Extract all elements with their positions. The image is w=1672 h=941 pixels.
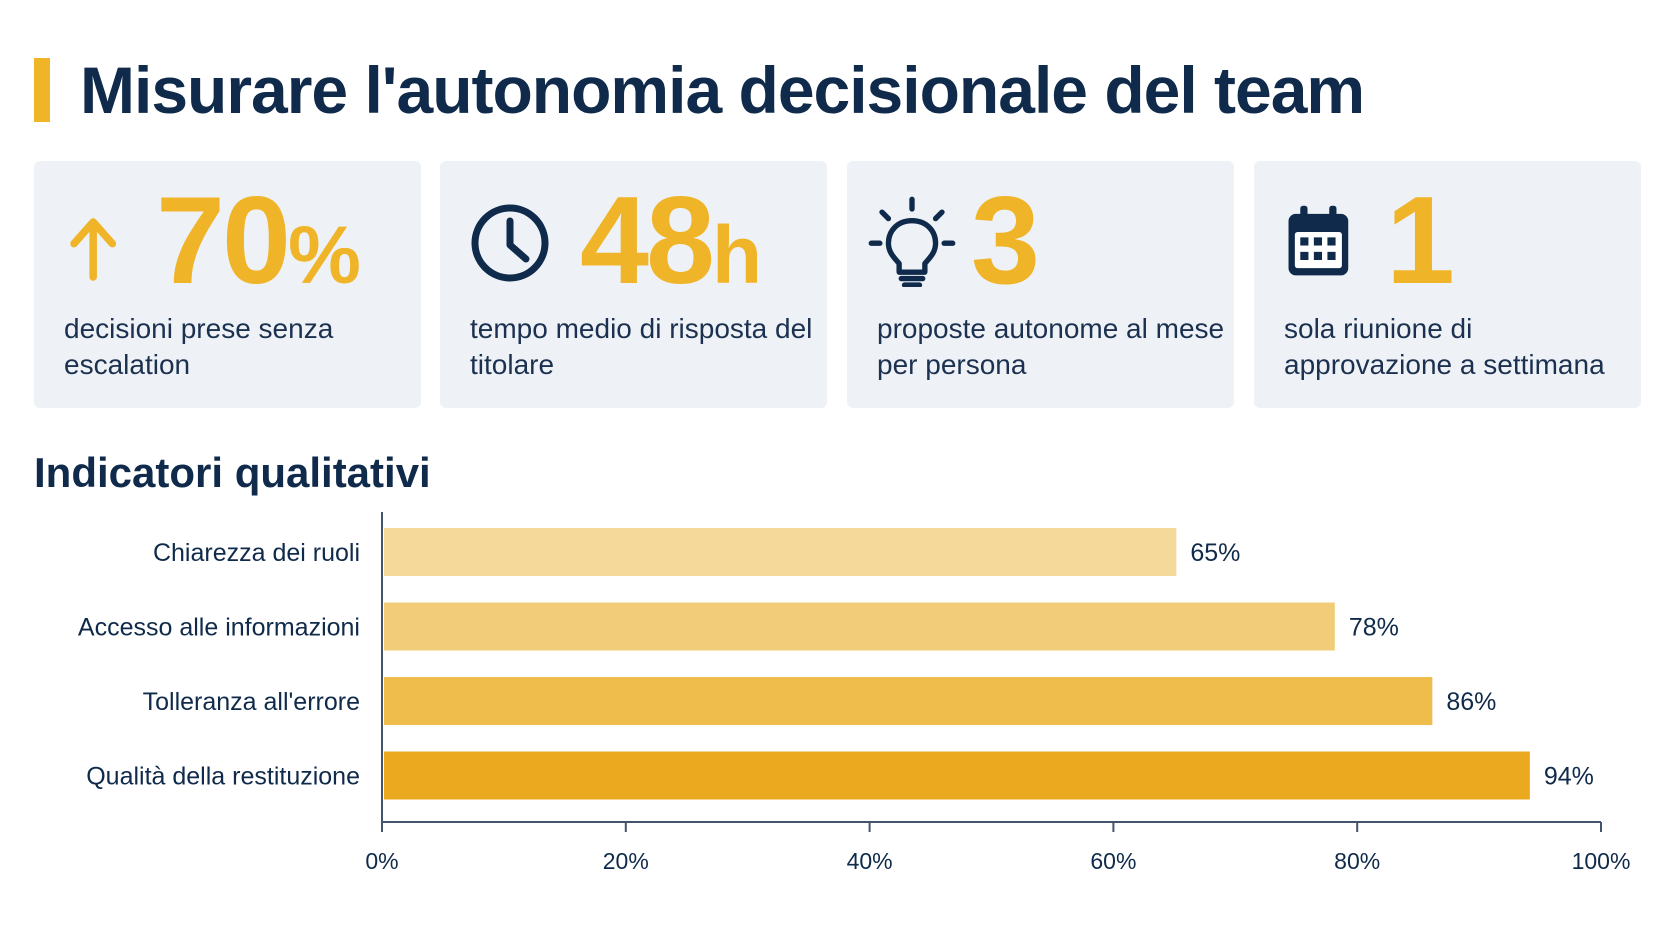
section-title: Indicatori qualitativi — [34, 449, 431, 496]
kpi-label: sola riunione di approvazione a settiman… — [1284, 313, 1605, 380]
bar — [384, 528, 1177, 576]
category-label: Qualità della restituzione — [86, 763, 360, 791]
page-title: Misurare l'autonomia decisionale del tea… — [80, 53, 1365, 127]
value-label: 78% — [1349, 614, 1399, 642]
kpi-number: 1 — [1386, 172, 1455, 310]
x-tick-label: 20% — [603, 848, 649, 874]
lightbulb-icon — [868, 196, 956, 287]
clock-icon — [471, 204, 549, 282]
kpi-label: proposte autonome al mese per persona — [877, 313, 1225, 380]
kpi-card-meetings: 1 sola riunione di approvazione a settim… — [1254, 161, 1641, 408]
kpi-value: 3 — [971, 179, 1040, 303]
kpi-value: 1 — [1386, 179, 1455, 303]
kpi-unit: h — [711, 210, 763, 301]
kpi-card-response-time: 48h tempo medio di risposta del titolare — [440, 161, 827, 408]
x-tick-label: 100% — [1572, 848, 1631, 874]
x-tick-label: 40% — [847, 848, 893, 874]
category-label: Chiarezza dei ruoli — [153, 539, 360, 567]
kpi-unit: % — [287, 210, 361, 301]
calendar-icon — [1288, 205, 1349, 276]
kpi-number: 48 — [580, 172, 715, 310]
title-accent-bar — [34, 58, 50, 122]
x-tick-label: 60% — [1090, 848, 1136, 874]
kpi-number: 3 — [971, 172, 1040, 310]
bar — [384, 677, 1433, 725]
kpi-value: 70% — [156, 179, 361, 303]
category-label: Accesso alle informazioni — [78, 614, 360, 642]
value-label: 94% — [1544, 763, 1594, 791]
arrow-up-icon — [70, 218, 117, 281]
kpi-number: 70 — [156, 172, 291, 310]
kpi-card-decisions: 70% decisioni prese senza escalation — [34, 161, 421, 408]
kpi-value: 48h — [580, 179, 762, 303]
x-tick-label: 80% — [1334, 848, 1380, 874]
bar — [384, 751, 1530, 800]
kpi-label: decisioni prese senza escalation — [64, 313, 334, 380]
kpi-card-proposals: 3 proposte autonome al mese per persona — [847, 161, 1234, 408]
qualitative-bar-chart: 0% 20% 40% 60% 80% 100% Chiarezza dei ruoli 65%… — [78, 512, 1631, 874]
value-label: 65% — [1190, 539, 1240, 567]
value-label: 86% — [1446, 688, 1496, 716]
kpi-label: tempo medio di risposta del titolare — [470, 313, 813, 380]
x-tick-label: 0% — [365, 848, 398, 874]
category-label: Tolleranza all'errore — [143, 688, 360, 716]
bar — [384, 602, 1335, 651]
